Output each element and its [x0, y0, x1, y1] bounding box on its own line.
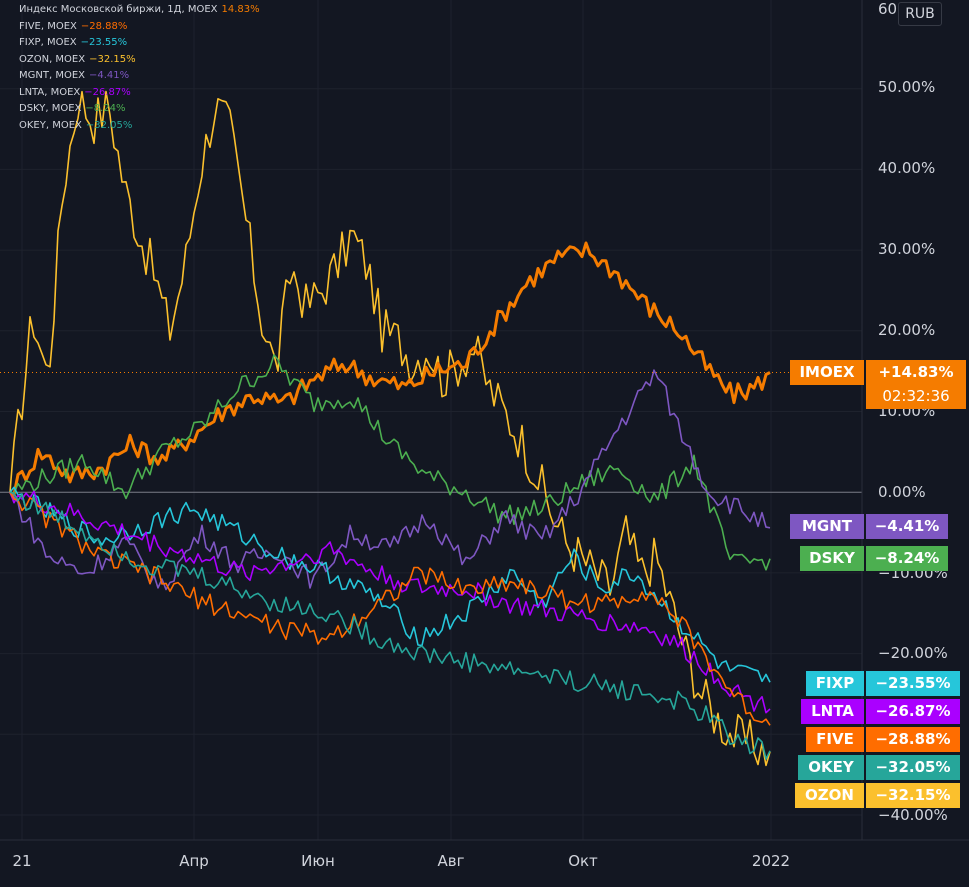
- series-line-imoex: [9, 241, 771, 497]
- x-tick-label: 2022: [751, 852, 791, 870]
- x-tick-label: Авг: [437, 852, 465, 870]
- series-line-dsky: [9, 354, 771, 571]
- y-tick-label: 0.00%: [878, 483, 926, 501]
- legend: Индекс Московской биржи, 1Д, MOEX 14.83% …: [19, 2, 260, 134]
- y-tick-label: 20.00%: [878, 321, 936, 339]
- price-tag-value: −8.24%: [866, 546, 948, 571]
- x-tick-label: Окт: [568, 852, 598, 870]
- price-tag-value: −32.05%: [866, 755, 960, 780]
- price-tag-ticker: OKEY: [798, 755, 864, 780]
- price-tag-value: −28.88%: [866, 727, 960, 752]
- x-tick-label: Июн: [301, 852, 335, 870]
- legend-row-five: FIVE, MOEX −28.88%: [19, 20, 128, 32]
- x-tick-label: Апр: [179, 852, 209, 870]
- price-tag-ticker: FIXP: [806, 671, 864, 696]
- y-tick-label: 60: [878, 0, 898, 18]
- y-tick-label: −40.00%: [878, 806, 948, 824]
- legend-row-fixp: FIXP, MOEX −23.55%: [19, 37, 128, 48]
- y-tick-label: −20.00%: [878, 644, 948, 662]
- price-tag-ticker: DSKY: [800, 546, 864, 571]
- price-tag-ticker: LNTA: [801, 699, 864, 724]
- price-tag-value: −32.15%: [866, 783, 960, 808]
- currency-button[interactable]: RUB: [898, 2, 942, 26]
- legend-row-okey: OKEY, MOEX −32.05%: [19, 119, 133, 131]
- price-tag-countdown: 02:32:36: [866, 384, 966, 409]
- legend-row-ozon: OZON, MOEX −32.15%: [19, 53, 136, 65]
- legend-row-dsky: DSKY, MOEX −8.24%: [19, 103, 126, 114]
- price-tag-ticker: FIVE: [806, 727, 864, 752]
- price-tag-ticker: IMOEX: [790, 360, 864, 385]
- legend-row-imoex: Индекс Московской биржи, 1Д, MOEX 14.83%: [19, 4, 260, 15]
- x-tick-label: 21: [12, 852, 32, 870]
- y-tick-label: 40.00%: [878, 159, 936, 177]
- series-line-ozon: [9, 90, 771, 767]
- y-tick-label: 30.00%: [878, 240, 936, 258]
- price-tag-value: −26.87%: [866, 699, 960, 724]
- price-tag-value: +14.83%: [866, 360, 966, 385]
- legend-row-mgnt: MGNT, MOEX −4.41%: [19, 70, 130, 81]
- legend-row-lnta: LNTA, MOEX −26.87%: [19, 86, 131, 98]
- series-line-fixp: [9, 486, 771, 683]
- price-tag-ticker: MGNT: [790, 514, 864, 539]
- price-tag-ticker: OZON: [795, 783, 864, 808]
- price-tag-value: −23.55%: [866, 671, 960, 696]
- series-line-mgnt: [9, 369, 771, 591]
- price-tag-value: −4.41%: [866, 514, 948, 539]
- series-line-lnta: [9, 490, 771, 714]
- y-tick-label: 50.00%: [878, 78, 936, 96]
- series-line-okey: [9, 491, 771, 760]
- series-line-five: [9, 491, 771, 726]
